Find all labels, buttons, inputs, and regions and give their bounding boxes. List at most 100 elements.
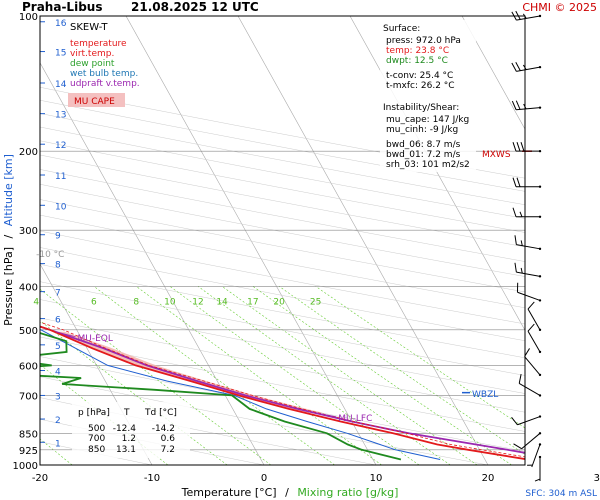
mixing-ratio-line: [169, 286, 420, 465]
y-axis-label-sep: /: [2, 234, 15, 238]
surface-temp: temp: 23.8 °C: [386, 46, 449, 56]
chart-title-station: Praha-Libus: [22, 0, 102, 14]
wind-barb-dot: [538, 14, 542, 18]
mu-cape-swatch: [68, 93, 125, 107]
isotherm-line: [237, 16, 489, 465]
y-axis-label-altitude: Altitude [km]: [2, 154, 15, 226]
temperature-tick-label: -20: [32, 473, 48, 484]
dry-adiabat: [40, 169, 525, 262]
wind-barb-half-flag: [522, 13, 527, 19]
temperature-tick-label: -10: [144, 473, 160, 484]
wind-barb-dot: [538, 185, 542, 188]
wind-barb-flag: [515, 100, 521, 110]
table-header-p: p [hPa]: [78, 408, 110, 418]
wind-barb-dot: [538, 299, 542, 302]
table-cell: 850: [88, 445, 105, 455]
copyright-label: CHMI © 2025: [522, 1, 597, 14]
wind-barb-half-flag: [534, 478, 541, 482]
altitude-tick-label: 2: [55, 416, 61, 426]
wind-barb-flag: [518, 374, 522, 384]
y-axis-label: Pressure [hPa] / Altitude [km]: [2, 154, 15, 326]
wetbulb-profile-line: [40, 328, 441, 460]
wind-barb-dot: [538, 415, 542, 418]
x-axis-label: Temperature [°C] / Mixing ratio [g/kg]: [181, 486, 399, 499]
altitude-tick-label: 5: [55, 342, 61, 352]
wind-barb-half-flag: [522, 64, 527, 70]
table-cell: 1.2: [122, 434, 136, 444]
isotherm-line: [461, 16, 525, 130]
temperature-tick-label: 30: [594, 473, 600, 484]
wind-barb-dot: [538, 247, 542, 251]
isotherm-line: [125, 16, 377, 465]
sfc-label: SFC: 304 m ASL: [525, 489, 597, 499]
wind-barb-half-flag: [520, 240, 523, 246]
mixing-ratio-label: 25: [310, 297, 321, 307]
dry-adiabat: [40, 126, 525, 219]
surface-press: press: 972.0 hPa: [386, 36, 461, 46]
wind-barb-flag: [514, 262, 517, 273]
wind-barb-dot: [538, 106, 542, 109]
dry-adiabat: [40, 281, 525, 376]
altitude-tick-label: 14: [55, 80, 67, 90]
table-cell: 500: [88, 424, 105, 434]
mixing-ratio-label: 14: [216, 297, 228, 307]
wind-barb-flag: [512, 207, 517, 217]
bwd06-value: bwd_06: 8.7 m/s: [386, 140, 461, 150]
table-cell: -12.4: [113, 424, 137, 434]
surface-dwpt: dwpt: 12.5 °C: [386, 56, 448, 66]
mu-lfc-marker: [314, 412, 337, 418]
altitude-tick-label: 15: [55, 49, 66, 59]
wind-barb-half-flag: [523, 103, 527, 110]
wind-barb-flag: [512, 142, 517, 152]
altitude-tick-label: 8: [55, 261, 61, 271]
wind-barb-flag: [516, 142, 521, 152]
pressure-tick-label: 925: [19, 446, 38, 457]
wind-barbs: [511, 10, 542, 482]
wind-barb: [516, 282, 542, 302]
wind-barb-staff: [524, 356, 541, 376]
mixing-ratio-label: 8: [133, 297, 139, 307]
wind-barb-staff: [516, 244, 541, 250]
wind-barb: [527, 323, 542, 354]
wind-barb-flag: [524, 348, 530, 357]
wind-barb-dot: [538, 350, 542, 354]
altitude-tick-label: 9: [55, 232, 61, 242]
wind-barb-flag: [511, 62, 517, 72]
wind-barb-flag: [527, 323, 535, 332]
srh03-value: srh_03: 101 m2/s2: [386, 160, 470, 170]
wind-barb-staff: [527, 308, 541, 331]
altitude-tick-label: 13: [55, 111, 66, 121]
wind-barb-dot: [538, 149, 542, 153]
wind-barb-half-flag: [519, 211, 523, 217]
dry-adiabat: [40, 183, 525, 277]
wind-barb: [511, 100, 542, 111]
wind-barb-dot: [538, 443, 542, 446]
wind-barb: [527, 301, 542, 332]
wind-barb: [513, 432, 542, 450]
wind-barb-staff: [521, 432, 541, 450]
legend-item-dew-point: dew point: [70, 59, 115, 69]
wind-barb-staff: [518, 383, 541, 396]
temperature-profile-line: [40, 325, 525, 461]
pressure-tick-label: 300: [19, 226, 38, 237]
instability-title: Instability/Shear:: [383, 103, 459, 113]
mu-cape-area: [54, 331, 324, 413]
dewpoint-profile-line: [40, 332, 402, 461]
y-axis-label-pressure: Pressure [hPa]: [2, 247, 15, 326]
mu-cape-value: mu_cape: 147 J/kg: [386, 115, 469, 125]
mxws-label: MXWS: [482, 150, 511, 160]
mixing-ratio-label: 6: [91, 297, 97, 307]
mu-lfc-label: MU-LFC: [338, 414, 372, 424]
wind-barb-dot: [538, 65, 542, 69]
level-table: p [hPa] T Td [°C] 500 -12.4 -14.2 700 1.…: [72, 402, 190, 458]
wind-barb-flag: [511, 100, 517, 110]
level-table-bg: [72, 402, 190, 458]
mu-eql-marker: [55, 331, 76, 338]
virtual-temp-profile-line: [40, 321, 525, 458]
wind-barb-dot: [538, 215, 542, 218]
x-axis-label-sep: /: [285, 486, 289, 499]
wind-barb-dot: [538, 394, 542, 397]
parcel-profile-line: [40, 325, 525, 454]
wind-barb-dot: [538, 275, 542, 278]
